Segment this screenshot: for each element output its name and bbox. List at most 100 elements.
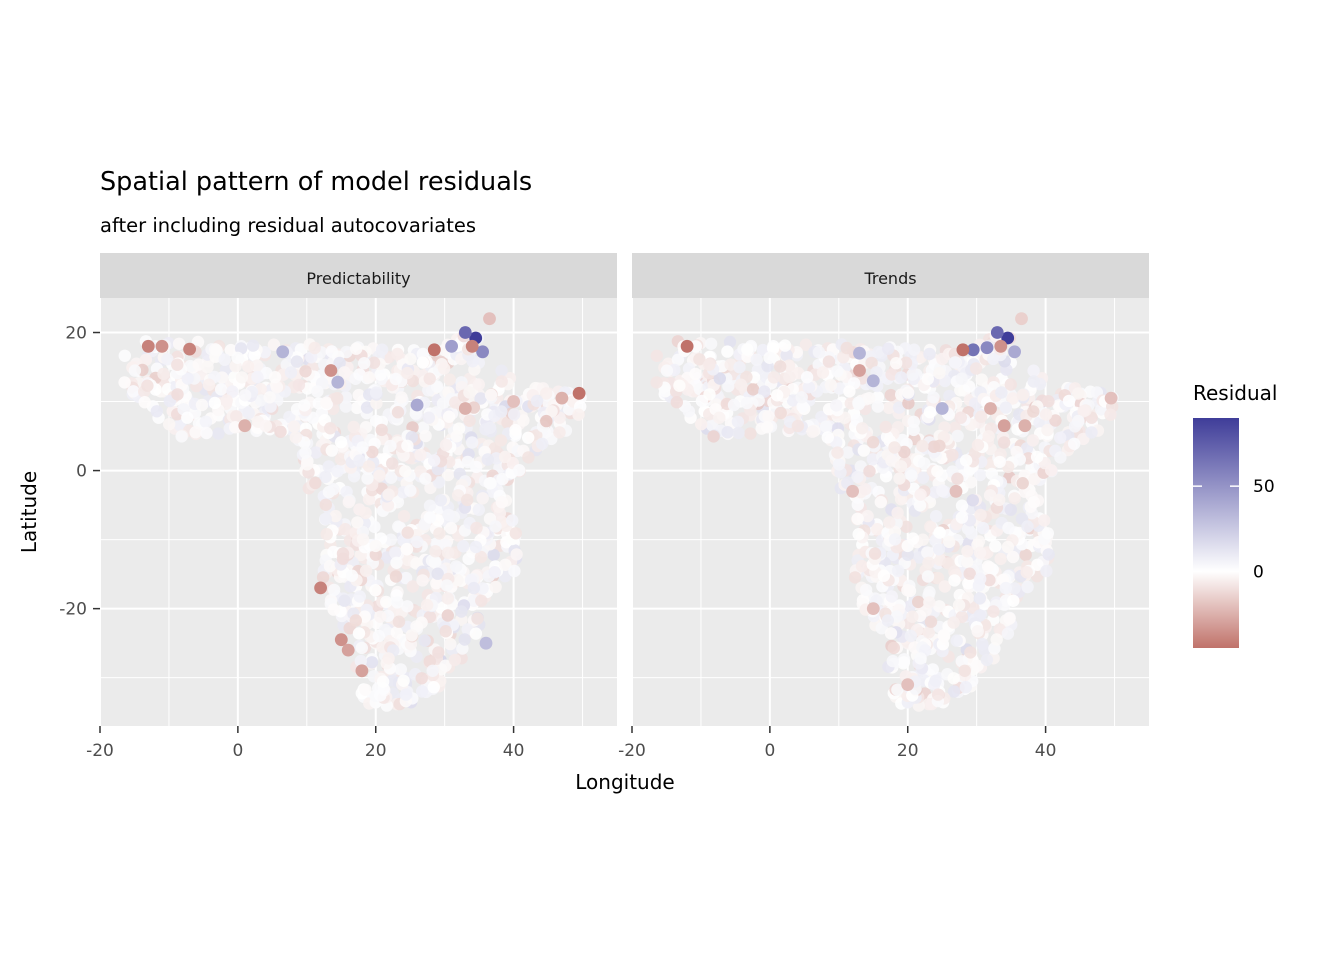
data-point xyxy=(906,610,919,623)
data-point xyxy=(931,688,945,701)
data-point xyxy=(806,425,819,438)
data-point xyxy=(936,352,949,366)
data-point xyxy=(509,423,522,437)
data-point-highlight xyxy=(410,398,424,412)
data-point xyxy=(472,503,485,516)
data-point xyxy=(734,378,748,391)
data-point xyxy=(118,349,131,362)
data-point xyxy=(427,454,441,467)
data-point xyxy=(324,422,337,435)
data-point xyxy=(397,674,410,687)
data-point xyxy=(750,353,763,366)
data-point xyxy=(292,378,306,392)
data-point xyxy=(901,584,914,597)
data-point xyxy=(479,423,492,436)
data-point xyxy=(422,411,435,424)
data-point xyxy=(973,546,987,559)
data-point xyxy=(901,539,914,553)
data-point xyxy=(822,355,836,368)
data-point xyxy=(1021,520,1034,533)
x-tick-label: 20 xyxy=(897,741,919,761)
data-point xyxy=(1077,405,1090,418)
data-point xyxy=(467,581,480,595)
data-point xyxy=(976,637,989,651)
data-point xyxy=(974,508,987,522)
data-point xyxy=(439,438,453,452)
data-point-highlight xyxy=(479,636,493,650)
data-point xyxy=(391,347,404,361)
data-point xyxy=(444,521,458,535)
data-point xyxy=(150,405,163,418)
data-point xyxy=(426,664,439,677)
data-point xyxy=(821,431,834,444)
data-point xyxy=(891,683,904,696)
data-point xyxy=(905,469,918,482)
data-point xyxy=(401,366,414,380)
chart-title: Spatial pattern of model residuals xyxy=(100,167,532,197)
data-point xyxy=(731,415,745,428)
data-point xyxy=(367,356,381,369)
data-point xyxy=(855,559,869,573)
data-point xyxy=(999,401,1013,414)
data-point xyxy=(936,484,949,497)
data-point xyxy=(235,371,249,384)
data-point xyxy=(356,533,370,546)
data-point xyxy=(916,439,929,453)
data-point xyxy=(1031,558,1044,571)
data-point xyxy=(1027,375,1040,388)
data-point xyxy=(189,426,202,439)
data-point xyxy=(1004,503,1017,516)
data-point xyxy=(975,373,988,386)
data-point xyxy=(401,600,414,613)
data-point xyxy=(980,653,994,667)
data-point xyxy=(843,385,856,398)
data-point-highlight xyxy=(1015,312,1028,326)
data-point xyxy=(989,540,1002,553)
data-point xyxy=(242,360,255,373)
data-point xyxy=(472,378,485,391)
data-point xyxy=(429,545,442,558)
data-point xyxy=(404,484,417,497)
data-point xyxy=(400,543,414,556)
data-point xyxy=(1042,548,1055,561)
data-point xyxy=(572,408,585,421)
data-point xyxy=(881,614,894,627)
data-point xyxy=(553,426,566,439)
data-point xyxy=(885,454,898,467)
data-point xyxy=(929,674,942,687)
data-point xyxy=(727,398,741,412)
data-point xyxy=(816,366,830,379)
data-point xyxy=(650,349,663,362)
data-point xyxy=(342,495,355,509)
data-point xyxy=(339,523,352,536)
data-point xyxy=(362,371,376,384)
data-point xyxy=(921,570,935,583)
data-point-highlight xyxy=(853,346,866,360)
x-tick-label: 40 xyxy=(503,741,525,761)
data-point xyxy=(1042,395,1055,408)
data-point xyxy=(987,605,1000,618)
data-point xyxy=(951,472,964,485)
data-point xyxy=(360,401,374,414)
data-point xyxy=(1027,405,1040,418)
data-point xyxy=(404,352,417,366)
data-point xyxy=(461,493,474,507)
data-point xyxy=(239,389,252,402)
data-point xyxy=(670,396,683,409)
data-point xyxy=(138,396,151,409)
x-axis-predictability: -20 0 20 40 xyxy=(86,726,524,761)
data-point xyxy=(157,367,170,381)
data-point xyxy=(857,444,870,457)
strip-label-predictability: Predictability xyxy=(306,269,410,288)
data-point xyxy=(201,361,214,374)
data-point xyxy=(994,552,1007,566)
data-point xyxy=(884,388,897,402)
panel-trends: Trends xyxy=(631,253,1149,726)
legend-colorbar xyxy=(1193,418,1239,648)
data-point xyxy=(962,577,975,590)
data-point xyxy=(879,420,892,434)
data-point xyxy=(389,372,402,386)
data-point xyxy=(1004,378,1017,391)
data-point xyxy=(933,600,946,613)
data-point xyxy=(780,348,793,362)
